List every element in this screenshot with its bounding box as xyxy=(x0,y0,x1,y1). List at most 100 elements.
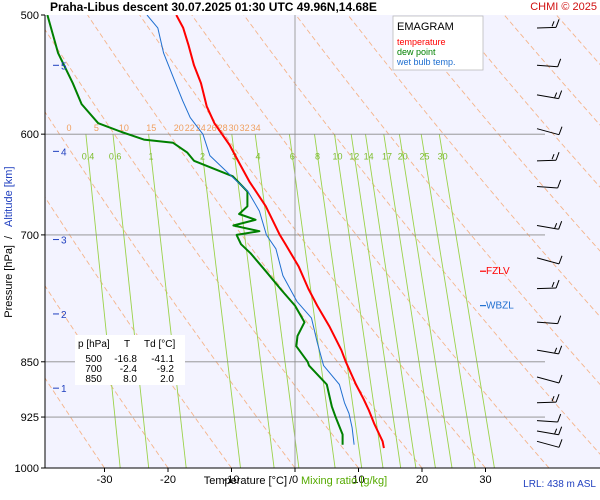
barb-flag xyxy=(557,413,562,423)
wind-barb xyxy=(536,426,563,436)
potential-temp-label: 10 xyxy=(119,123,129,133)
barb-flag xyxy=(555,279,560,289)
barb-shaft xyxy=(536,185,558,189)
mixing-ratio-label: 30 xyxy=(438,152,448,162)
wind-barb xyxy=(536,221,563,230)
altitude-label: 4 xyxy=(61,147,67,158)
barb-shaft xyxy=(536,376,560,384)
legend-box xyxy=(392,15,484,71)
potential-temp-label: 0 xyxy=(66,123,71,133)
plot-area xyxy=(45,15,600,468)
barb-shaft xyxy=(536,349,559,355)
potential-temp-label: 5 xyxy=(94,123,99,133)
barb-flag xyxy=(558,345,563,355)
dry-adiabat xyxy=(45,377,105,468)
wind-barb xyxy=(536,90,563,100)
barb-flag xyxy=(551,21,555,27)
wind-barb xyxy=(536,315,562,325)
barb-flag xyxy=(554,223,558,229)
table-cell: 500 xyxy=(85,354,102,365)
x-tick-label: -20 xyxy=(160,474,176,486)
mixing-ratio-line xyxy=(398,134,453,468)
dry-adiabat xyxy=(295,15,600,386)
table-cell: -16.8 xyxy=(114,354,137,365)
y-tick-label: 850 xyxy=(21,357,39,369)
barb-flag xyxy=(551,281,555,288)
y-tick-label: 1000 xyxy=(15,463,39,475)
x-tick-label: 0 xyxy=(292,474,298,486)
potential-temp-label: 26 xyxy=(207,123,217,133)
barb-flag xyxy=(558,439,563,448)
dry-adiabat xyxy=(191,15,550,468)
wind-barb xyxy=(536,255,563,265)
mixing-ratio-line xyxy=(288,134,336,468)
barb-flag xyxy=(554,428,558,434)
series-line-temperature xyxy=(175,15,385,449)
barb-shaft xyxy=(536,225,559,230)
table-cell: -41.1 xyxy=(151,354,174,365)
barb-flag xyxy=(554,92,558,98)
table-cell: 850 xyxy=(85,374,102,385)
mixing-ratio-label: 25 xyxy=(420,152,430,162)
barb-shaft xyxy=(536,430,559,436)
series-layer xyxy=(46,15,385,449)
legend-heading: EMAGRAM xyxy=(397,21,454,33)
fzlv-label: FZLV xyxy=(486,266,510,277)
dry-adiabat xyxy=(451,15,600,188)
wind-barb xyxy=(536,58,562,68)
barb-flag xyxy=(551,395,555,402)
barb-flag xyxy=(555,152,560,161)
barb-flag xyxy=(558,221,563,230)
mixing-ratio-line xyxy=(334,134,384,468)
barb-shaft xyxy=(536,94,559,100)
barb-flag xyxy=(557,179,562,189)
legend-item-temperature: temperature xyxy=(397,37,446,47)
values-table: p [hPa] T Td [°C] 500 -16.8 -41.1 700 -2… xyxy=(75,335,185,385)
barb-flag xyxy=(558,255,563,265)
barb-flag xyxy=(558,90,563,99)
y-tick-label: 500 xyxy=(21,10,39,22)
barb-shaft xyxy=(536,440,560,448)
wind-barbs xyxy=(536,19,563,448)
table-cell: 8.0 xyxy=(123,374,137,385)
x-tick-label: 20 xyxy=(416,474,428,486)
altitude-label: 5 xyxy=(61,61,67,72)
dry-adiabat xyxy=(503,15,600,126)
wind-barb xyxy=(536,393,560,404)
mixing-ratio-line xyxy=(383,134,436,468)
barb-shaft xyxy=(536,321,558,325)
wind-barb xyxy=(536,413,562,423)
potential-temp-label: 32 xyxy=(240,123,250,133)
potential-temp-label: 28 xyxy=(218,123,228,133)
values-table-box xyxy=(75,335,185,385)
potential-temp-label: 24 xyxy=(196,123,206,133)
x-tick-label: 10 xyxy=(352,474,364,486)
legend: EMAGRAM temperature dew point wet bulb t… xyxy=(392,15,484,71)
barb-shaft xyxy=(536,159,557,162)
mixing-ratio-line xyxy=(350,134,402,468)
barb-flag xyxy=(555,393,560,403)
barb-flag xyxy=(557,315,562,324)
mixing-ratio-label: 2 xyxy=(200,152,205,162)
x-tick-label: -10 xyxy=(224,474,240,486)
table-header-td: Td [°C] xyxy=(144,339,175,350)
barb-shaft xyxy=(536,257,560,265)
y-tick-label: 600 xyxy=(21,129,39,141)
x-tick-label: -30 xyxy=(97,474,113,486)
barb-flag xyxy=(557,58,562,67)
dry-adiabat xyxy=(87,15,423,468)
barb-shaft xyxy=(536,64,558,68)
series-line-wet-bulb-temp xyxy=(146,15,355,445)
mixing-ratio-label: 17 xyxy=(382,152,392,162)
mixing-ratio-label: 20 xyxy=(398,152,408,162)
chart-title: Praha-Libus descent 30.07.2025 01:30 UTC… xyxy=(50,0,377,14)
x-axis-separator: / xyxy=(289,475,293,487)
mixing-ratio-label: 3 xyxy=(232,152,237,162)
series-line-dew-point xyxy=(46,15,344,445)
mixing-ratio-label: 0.6 xyxy=(109,152,122,162)
potential-temp-label: 15 xyxy=(146,123,156,133)
barb-shaft xyxy=(536,26,557,29)
dry-adiabat xyxy=(139,15,486,468)
table-cell: -9.2 xyxy=(157,364,175,375)
